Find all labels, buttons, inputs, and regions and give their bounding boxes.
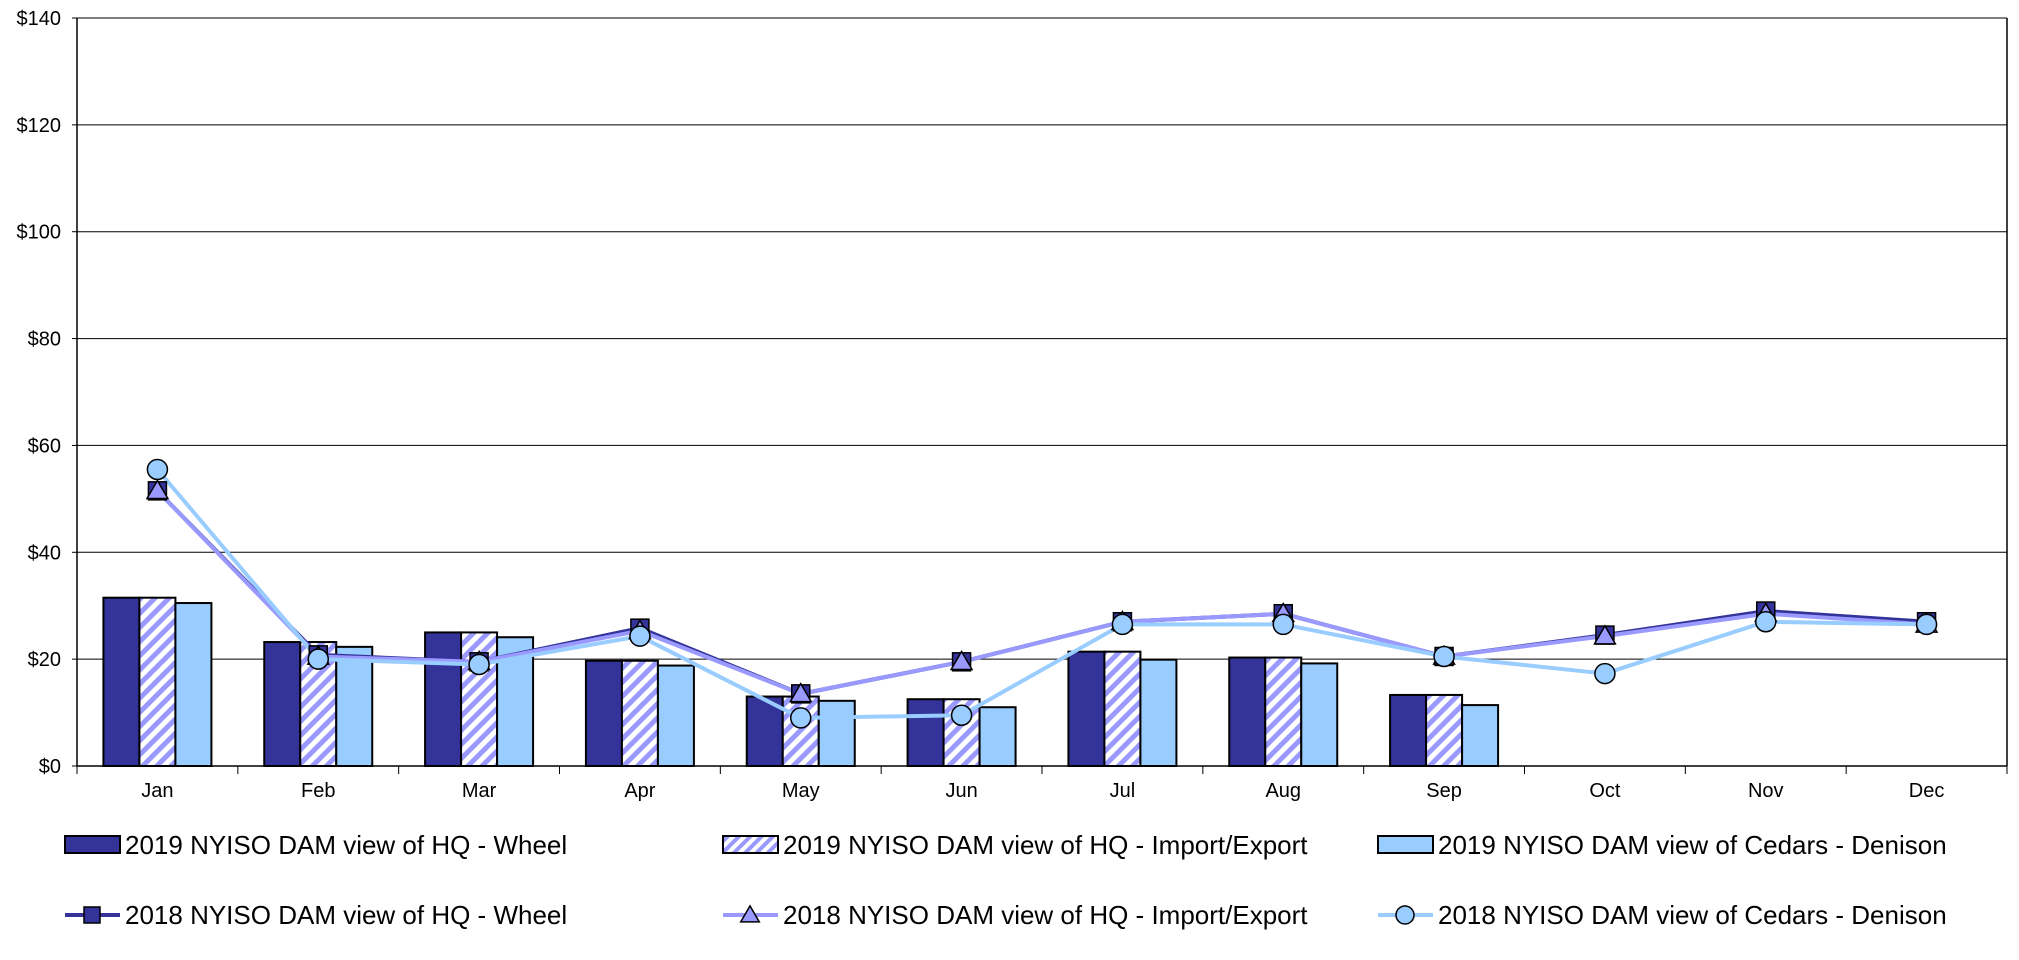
legend-label: 2019 NYISO DAM view of Cedars - Denison — [1438, 830, 1947, 860]
y-tick-label: $140 — [17, 8, 62, 30]
x-tick-label: Aug — [1265, 780, 1301, 802]
series-line — [155, 489, 1927, 696]
legend-label: 2019 NYISO DAM view of HQ - Import/Expor… — [783, 830, 1308, 860]
legend-label: 2018 NYISO DAM view of HQ - Import/Expor… — [783, 900, 1308, 930]
bar — [174, 602, 213, 767]
bar — [781, 695, 820, 767]
bar — [978, 706, 1017, 768]
x-tick-label: Nov — [1748, 780, 1784, 802]
bar — [1389, 693, 1428, 767]
bar — [1264, 656, 1303, 767]
axes: $0 $20 $40 $60 $80 $100 $120 $140 Jan Feb Mar Apr Ma… — [17, 8, 2008, 802]
point — [790, 707, 812, 729]
bar — [335, 645, 374, 768]
bar — [656, 664, 695, 767]
bar — [1425, 693, 1464, 767]
x-tick-label: Jan — [141, 780, 173, 802]
point — [468, 653, 490, 676]
legend: 2019 NYISO DAM view of HQ - Wheel 2019 NY… — [64, 830, 1947, 930]
point — [145, 479, 170, 500]
bar — [817, 699, 856, 767]
x-tick-label: Apr — [624, 780, 655, 802]
point — [950, 704, 973, 726]
y-tick-label: $0 — [39, 756, 61, 778]
bar — [1228, 656, 1267, 767]
point — [1433, 645, 1455, 668]
point — [146, 458, 169, 481]
point — [739, 904, 761, 923]
x-tick-label: Feb — [301, 780, 335, 802]
legend-swatch — [722, 835, 779, 854]
bar — [424, 631, 463, 768]
point — [1755, 610, 1777, 633]
x-tick-label: May — [782, 780, 820, 802]
x-tick-label: Dec — [1909, 780, 1945, 802]
legend-swatch — [64, 835, 121, 854]
bar — [906, 698, 945, 768]
y-tick-label: $40 — [28, 542, 61, 564]
point — [629, 625, 651, 647]
bar — [138, 596, 177, 768]
point — [949, 650, 974, 671]
y-tick-label: $100 — [17, 222, 62, 244]
x-tick-label: Jun — [945, 780, 977, 802]
bar — [1300, 662, 1339, 767]
x-tick-label: Oct — [1589, 780, 1621, 802]
x-tick-label: Sep — [1426, 780, 1462, 802]
lines — [145, 458, 1939, 729]
legend-label: 2018 NYISO DAM view of HQ - Wheel — [125, 900, 567, 930]
legend-swatch — [1377, 835, 1434, 854]
point — [1915, 613, 1938, 636]
bar — [1067, 650, 1106, 767]
bar — [1461, 704, 1500, 768]
y-tick-label: $120 — [17, 115, 62, 137]
y-tick-label: $20 — [28, 649, 61, 671]
point — [789, 682, 813, 703]
series-line — [155, 468, 1927, 720]
point — [1594, 662, 1616, 685]
bar — [102, 596, 141, 768]
y-tick-label: $60 — [28, 435, 61, 457]
x-tick-label: Mar — [462, 780, 497, 802]
point — [1111, 613, 1134, 636]
bar — [263, 641, 302, 767]
point — [1593, 624, 1617, 645]
legend-label: 2018 NYISO DAM view of Cedars - Denison — [1438, 900, 1947, 930]
bar — [584, 659, 623, 768]
point — [1395, 905, 1415, 925]
point — [1272, 613, 1294, 636]
y-tick-label: $80 — [28, 329, 61, 351]
point — [83, 906, 101, 924]
x-tick-label: Jul — [1110, 780, 1136, 802]
bar — [1139, 658, 1178, 767]
legend-label: 2019 NYISO DAM view of HQ - Wheel — [125, 830, 567, 860]
bar — [620, 659, 659, 768]
bar — [1103, 650, 1142, 767]
point — [307, 648, 329, 670]
